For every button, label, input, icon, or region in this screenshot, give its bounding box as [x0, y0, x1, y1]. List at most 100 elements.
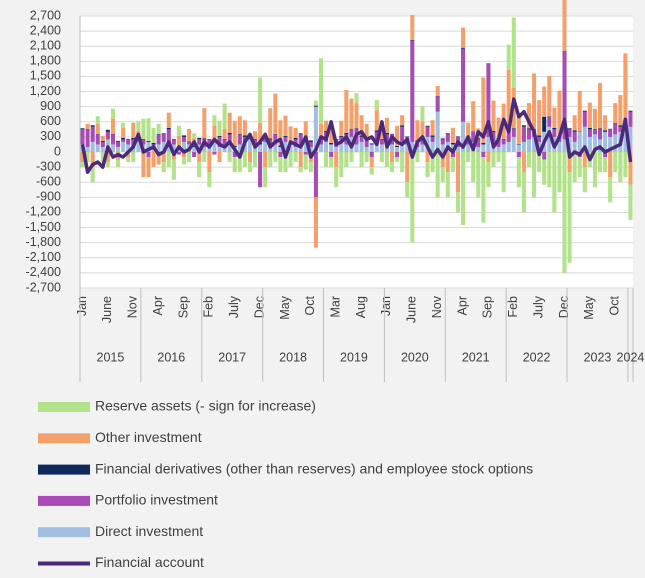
bar	[80, 152, 85, 163]
bar	[587, 136, 592, 152]
bar	[537, 100, 542, 136]
x-tick-label: Jan	[75, 296, 89, 316]
bar	[481, 77, 486, 143]
bar	[435, 111, 440, 152]
bar	[263, 167, 268, 188]
bar	[496, 139, 501, 147]
bar	[166, 112, 171, 128]
bar	[379, 128, 384, 139]
bar	[511, 128, 516, 130]
bar	[268, 138, 273, 140]
bar	[181, 135, 187, 137]
bar	[237, 116, 242, 134]
bar	[552, 107, 557, 128]
bar	[506, 44, 511, 70]
bar	[481, 142, 486, 145]
bar	[608, 128, 613, 130]
bar	[405, 144, 410, 152]
bar	[389, 144, 395, 152]
bar	[516, 144, 521, 152]
bar	[313, 105, 318, 107]
bar	[156, 134, 161, 145]
bar	[171, 159, 176, 180]
bar	[339, 152, 344, 178]
bar	[187, 141, 192, 142]
bar	[288, 126, 293, 142]
bar	[415, 152, 420, 163]
bar	[537, 136, 542, 142]
bar	[217, 136, 222, 147]
bar	[247, 162, 252, 173]
bar	[141, 118, 146, 139]
x-tick-label: Apr	[455, 296, 469, 315]
bar	[567, 128, 572, 130]
bar	[567, 172, 572, 263]
bar	[268, 152, 273, 168]
bar	[278, 157, 283, 173]
bar	[263, 141, 268, 152]
bar	[318, 58, 324, 124]
bar	[374, 110, 379, 131]
bar	[450, 152, 455, 158]
bar	[369, 157, 374, 168]
bar	[85, 129, 90, 147]
bar	[313, 100, 318, 106]
bar	[511, 129, 516, 137]
bar	[187, 152, 192, 163]
bar	[613, 103, 618, 124]
bar	[435, 96, 440, 112]
bar	[217, 146, 222, 152]
bar	[151, 142, 156, 145]
bar	[237, 133, 242, 135]
x-tick-label: Sep	[481, 296, 495, 318]
bar	[146, 152, 151, 158]
bar	[395, 145, 400, 147]
bar	[90, 141, 95, 152]
bar	[161, 152, 166, 163]
y-tick-label: 2,100	[30, 39, 61, 53]
bar	[532, 73, 537, 129]
bar	[187, 128, 192, 142]
bar	[516, 152, 521, 158]
bar	[131, 146, 136, 152]
bar	[395, 157, 400, 163]
bar	[496, 146, 501, 152]
bar	[293, 127, 298, 138]
bar	[618, 95, 623, 126]
bar	[501, 138, 506, 140]
bar	[354, 144, 359, 152]
bar	[613, 134, 618, 152]
bar	[516, 157, 521, 188]
bar	[425, 152, 430, 163]
bar	[181, 157, 187, 165]
bar	[521, 141, 526, 152]
x-tick-label: Nov	[430, 295, 444, 318]
bar	[156, 133, 161, 135]
bar	[486, 63, 491, 137]
bar	[455, 146, 460, 152]
y-tick-label: 600	[40, 114, 61, 128]
bar	[628, 126, 633, 152]
bar	[202, 108, 207, 139]
bar	[526, 129, 532, 140]
bar	[187, 141, 192, 145]
bar	[450, 127, 455, 143]
y-tick-label: -2,400	[26, 265, 61, 279]
bar	[542, 159, 547, 185]
y-tick-label: -2,100	[26, 250, 61, 264]
bar	[415, 120, 420, 141]
bar	[298, 134, 303, 145]
bar	[395, 125, 400, 146]
bar	[476, 152, 481, 198]
y-tick-label: -1,200	[26, 205, 61, 219]
bar	[349, 98, 354, 129]
bar	[364, 146, 369, 152]
bar	[141, 139, 146, 145]
bar	[613, 123, 618, 125]
bar	[461, 152, 466, 226]
bar	[217, 120, 222, 136]
bar	[628, 111, 633, 127]
bar	[334, 146, 339, 152]
bar	[400, 152, 405, 173]
year-label: 2020	[401, 350, 429, 364]
